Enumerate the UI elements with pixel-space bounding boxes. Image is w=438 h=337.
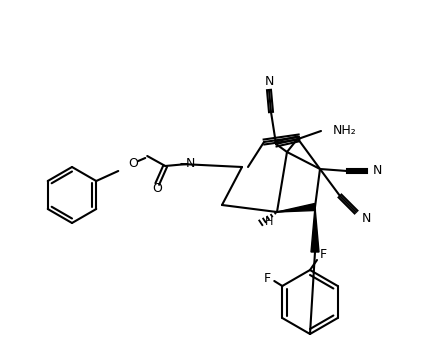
Text: F: F	[263, 272, 270, 284]
Text: N: N	[361, 212, 371, 224]
Text: O: O	[128, 157, 138, 171]
Text: N: N	[185, 157, 194, 171]
Text: N: N	[264, 75, 273, 89]
Text: NH₂: NH₂	[332, 124, 356, 137]
Polygon shape	[310, 207, 318, 252]
Text: O: O	[152, 183, 162, 195]
Text: N: N	[372, 164, 381, 178]
Text: H: H	[264, 217, 272, 227]
Text: F: F	[319, 248, 326, 262]
Polygon shape	[276, 204, 315, 212]
